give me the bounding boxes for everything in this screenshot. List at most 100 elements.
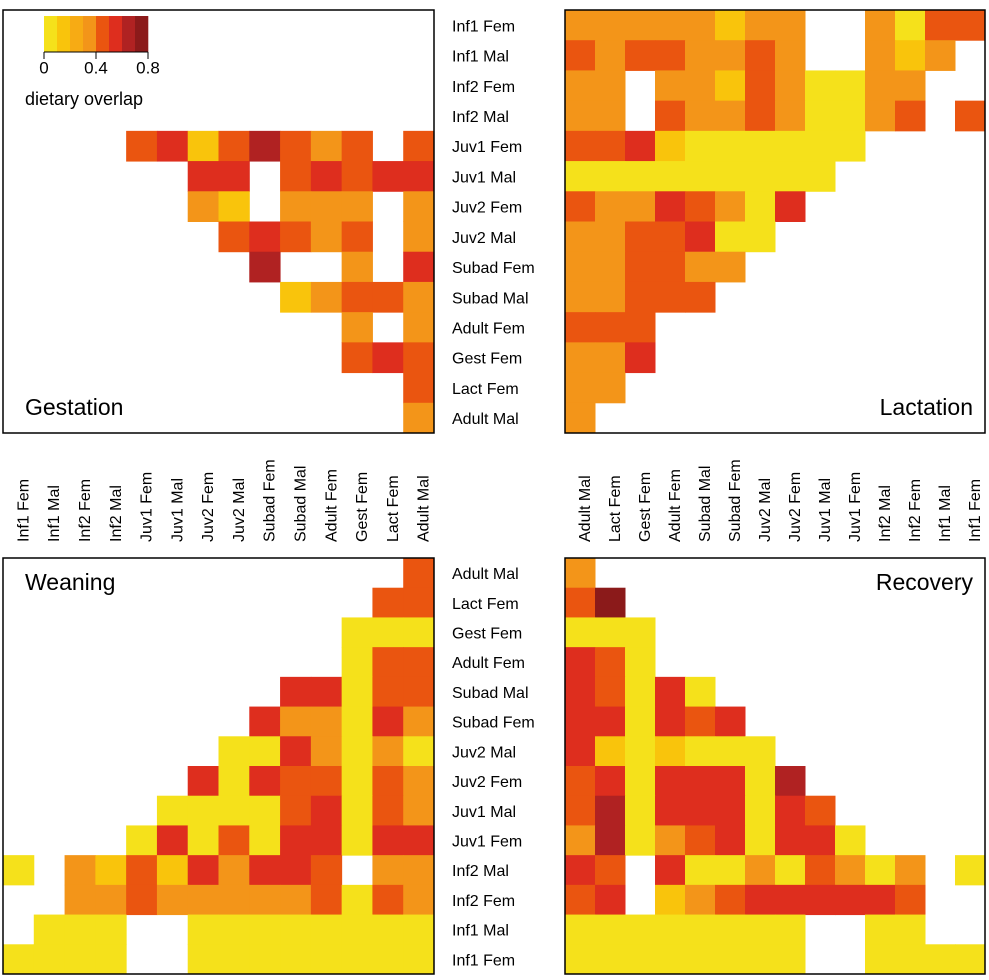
heat-cell — [715, 944, 746, 975]
heat-cell — [865, 10, 896, 41]
heat-cell — [865, 855, 896, 886]
heat-cell — [595, 914, 626, 945]
heat-cell — [126, 855, 158, 886]
heat-cell — [565, 795, 596, 826]
heat-cell — [403, 312, 435, 343]
heat-cell — [955, 100, 986, 132]
heat-cell — [685, 40, 716, 71]
column-label: Subad Fem — [262, 459, 279, 542]
heat-cell — [33, 944, 66, 975]
heat-cell — [565, 40, 596, 71]
heat-cell — [310, 825, 343, 856]
panel-title: Recovery — [876, 569, 974, 595]
heat-cell — [625, 312, 656, 343]
column-label: Subad Mal — [292, 466, 309, 543]
heat-cell — [64, 855, 96, 886]
heat-cell — [895, 944, 926, 975]
heat-cell — [685, 281, 716, 313]
heat-cell — [685, 100, 716, 132]
heat-cell — [249, 221, 281, 253]
heat-cell — [310, 130, 343, 162]
heat-cell — [249, 251, 281, 283]
heat-cell — [218, 795, 250, 826]
heat-cell — [745, 100, 776, 132]
heat-cell — [372, 855, 404, 886]
heat-cell — [310, 736, 343, 767]
heat-cell — [565, 706, 596, 737]
heat-cell — [805, 100, 836, 132]
heat-cell — [341, 161, 373, 192]
heat-cell — [715, 10, 746, 41]
heat-cell — [249, 825, 281, 856]
heat-cell — [249, 855, 281, 886]
heat-cell — [310, 191, 343, 222]
heat-cell — [280, 130, 312, 162]
heat-cell — [372, 617, 404, 648]
heat-cell — [218, 191, 250, 222]
heat-cell — [403, 825, 435, 856]
heat-cell — [895, 70, 926, 102]
heat-cell — [565, 766, 596, 797]
heat-cell — [745, 161, 776, 192]
heat-cell — [249, 944, 281, 975]
heat-cell — [156, 130, 189, 162]
heat-cell — [565, 70, 596, 102]
heat-cell — [565, 312, 596, 343]
heat-cell — [95, 855, 127, 886]
heat-cell — [625, 795, 656, 826]
heat-cell — [187, 161, 219, 192]
heat-cell — [655, 944, 686, 975]
heat-cell — [403, 221, 435, 253]
heat-cell — [403, 736, 435, 767]
heat-cell — [655, 884, 686, 916]
heat-cell — [403, 766, 435, 797]
heat-cell — [341, 617, 373, 648]
heat-cell — [126, 130, 158, 162]
column-label: Gest Fem — [637, 472, 654, 542]
heat-cell — [715, 736, 746, 767]
heat-cell — [565, 558, 596, 589]
heat-cell — [403, 914, 435, 945]
heat-cell — [775, 825, 806, 856]
heat-cell — [341, 342, 373, 374]
heat-cell — [341, 825, 373, 856]
heat-cell — [64, 884, 96, 916]
heat-cell — [3, 855, 35, 886]
heat-cell — [310, 766, 343, 797]
heat-cell — [745, 914, 776, 945]
heat-cell — [403, 855, 435, 886]
column-label: Inf2 Mal — [108, 485, 125, 542]
heat-cell — [865, 914, 896, 945]
heat-cell — [775, 855, 806, 886]
heat-cell — [895, 884, 926, 916]
heat-cell — [218, 855, 250, 886]
heat-cell — [280, 281, 312, 313]
heat-cell — [33, 914, 66, 945]
heat-cell — [655, 130, 686, 162]
heat-cell — [865, 70, 896, 102]
row-label: Adult Mal — [452, 566, 519, 583]
heat-cell — [372, 884, 404, 916]
heat-cell — [595, 766, 626, 797]
heat-cell — [925, 10, 956, 41]
heat-cell — [565, 587, 596, 618]
heat-cell — [187, 130, 219, 162]
heat-cell — [403, 130, 435, 162]
heat-cell — [895, 855, 926, 886]
heat-cell — [745, 944, 776, 975]
heat-cell — [341, 251, 373, 283]
heat-cell — [655, 251, 686, 283]
heat-cell — [95, 944, 127, 975]
heat-cell — [805, 161, 836, 192]
column-label: Lact Fem — [385, 475, 402, 542]
heat-cell — [625, 281, 656, 313]
heat-cell — [218, 161, 250, 192]
heat-cell — [565, 884, 596, 916]
heat-cell — [865, 884, 896, 916]
heat-cell — [655, 825, 686, 856]
heat-cell — [625, 825, 656, 856]
heat-cell — [625, 647, 656, 678]
heat-cell — [595, 221, 626, 253]
heat-cell — [249, 766, 281, 797]
heat-cell — [3, 944, 35, 975]
